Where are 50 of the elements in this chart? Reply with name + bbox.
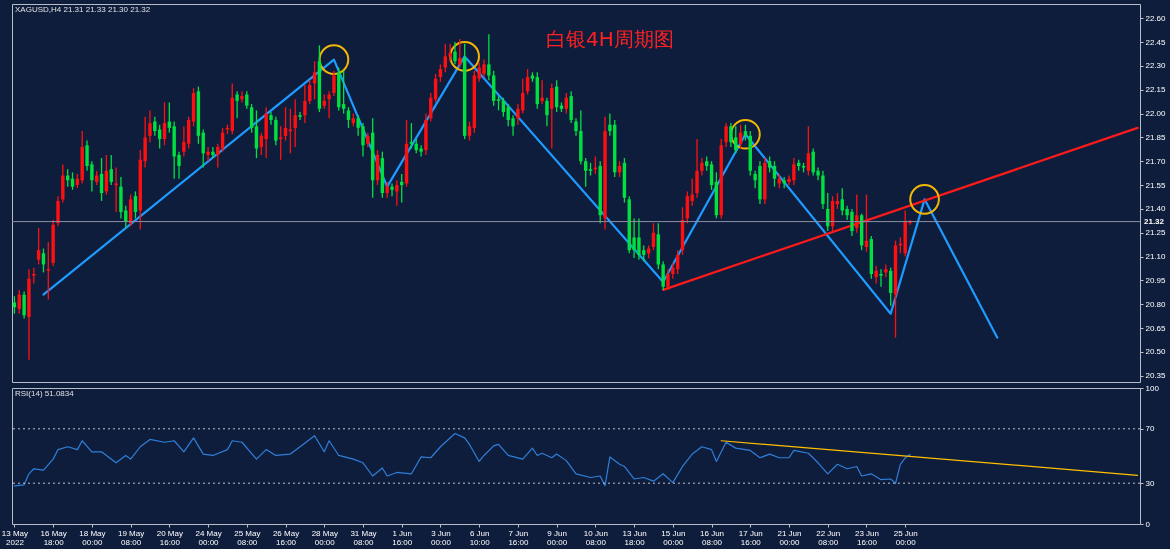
- x-tick-label: 23 Jun 16:00: [854, 528, 879, 547]
- annotation: RSI(14) 51.0834: [15, 389, 75, 398]
- y-tick-label: 22.00: [1145, 109, 1167, 119]
- y-tick-label: 21.25: [1145, 228, 1167, 238]
- y-tick-label: 21.10: [1145, 252, 1167, 262]
- y-tick-label: 22.60: [1145, 13, 1167, 23]
- y-tick-label: 22.30: [1145, 61, 1167, 71]
- x-tick-label: 24 May 00:00: [195, 528, 222, 547]
- y-tick-label: 22.45: [1145, 37, 1167, 47]
- y-tick-label: 21.70: [1145, 156, 1167, 166]
- x-tick-label: 1 Jun 16:00: [392, 528, 413, 547]
- y-tick-label: 20.80: [1145, 299, 1167, 309]
- line-series: [13, 432, 911, 487]
- x-tick-label: 13 May 2022: [1, 528, 29, 547]
- x-tick-label: 10 Jun 08:00: [583, 528, 608, 547]
- y-tick-label: 70: [1145, 424, 1155, 434]
- y-tick-label: 21.40: [1145, 204, 1167, 214]
- y-tick-label: 100: [1145, 383, 1160, 393]
- y-tick-label: 20.65: [1145, 323, 1167, 333]
- x-tick-label: 20 May 16:00: [156, 528, 183, 547]
- x-tick-label: 16 Jun 08:00: [700, 528, 725, 547]
- x-tick-label: 25 Jun 00:00: [893, 528, 918, 547]
- candlestick: [274, 116, 278, 146]
- x-tick-label: 6 Jun 10:00: [469, 528, 491, 547]
- y-tick-label: 30: [1145, 478, 1155, 488]
- x-tick-label: 25 May 08:00: [234, 528, 261, 547]
- x-tick-label: 31 May 08:00: [350, 528, 377, 547]
- y-tick-label: 22.15: [1145, 85, 1167, 95]
- x-tick-label: 18 May 00:00: [79, 528, 106, 547]
- x-tick-label: 15 Jun 00:00: [661, 528, 686, 547]
- x-tick-label: 19 May 08:00: [117, 528, 145, 547]
- x-tick-label: 26 May 16:00: [272, 528, 300, 547]
- x-tick-label: 3 Jun 00:00: [430, 528, 452, 547]
- y-tick-label: 21.85: [1145, 132, 1167, 142]
- y-tick-label: 20.35: [1145, 371, 1167, 381]
- y-tick-label: 20.50: [1145, 347, 1167, 357]
- x-tick-label: 17 Jun 16:00: [738, 528, 763, 547]
- y-tick-label: 0: [1145, 519, 1151, 529]
- x-tick-label: 7 Jun 16:00: [508, 528, 529, 547]
- annotation: XAGUSD,H4 21.31 21.33 21.30 21.32: [15, 5, 151, 14]
- x-tick-label: 16 May 18:00: [40, 528, 67, 547]
- ref-line-label: 21.32: [1144, 216, 1165, 226]
- x-tick-label: 21 Jun 00:00: [777, 528, 802, 547]
- text: 白银4H周期图: [545, 27, 674, 51]
- x-tick-label: 13 Jun 18:00: [622, 528, 647, 547]
- x-tick-label: 9 Jun 00:00: [547, 528, 568, 547]
- y-tick-label: 20.95: [1145, 275, 1167, 285]
- x-tick-label: 28 May 00:00: [311, 528, 338, 547]
- y-tick-label: 21.55: [1145, 180, 1167, 190]
- x-tick-label: 22 Jun 08:00: [816, 528, 841, 547]
